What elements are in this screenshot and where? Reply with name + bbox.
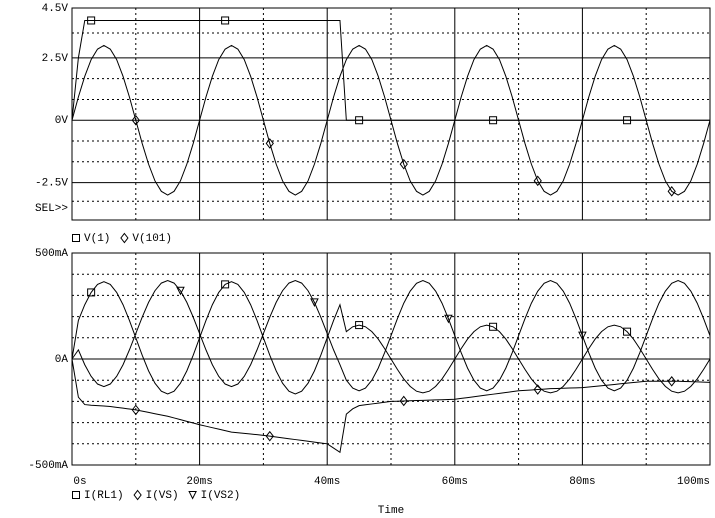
x-axis-label: Time [378, 505, 404, 517]
marker-square [355, 116, 364, 125]
x-tick-label: 20ms [186, 476, 212, 488]
marker-square [489, 322, 498, 331]
marker-diamond [399, 158, 408, 170]
x-tick-label: 40ms [314, 476, 340, 488]
x-tick-label: 0s [73, 476, 86, 488]
x-tick-label: 80ms [569, 476, 595, 488]
trace [71, 281, 711, 395]
marker-diamond [667, 375, 676, 387]
marker-diamond [667, 186, 676, 197]
marker-square [623, 116, 632, 125]
marker-square [87, 16, 96, 25]
x-tick-label: 100ms [677, 476, 710, 488]
y-tick-label: -2.5V [35, 177, 68, 189]
legend-label: I(VS2) [201, 490, 241, 502]
marker-triangle [444, 314, 453, 324]
trace [71, 19, 710, 121]
legend-label: V(101) [132, 233, 172, 245]
marker-square [221, 280, 230, 289]
y-tick-label: 0A [55, 354, 69, 366]
y-tick-label: 2.5V [42, 53, 69, 65]
plot-border [71, 7, 711, 221]
marker-diamond [120, 232, 129, 244]
marker-square [72, 234, 80, 242]
x-tick-label: 60ms [442, 476, 468, 488]
marker-diamond [133, 489, 142, 501]
marker-diamond [533, 384, 542, 395]
y-tick-label: 0V [55, 115, 69, 127]
marker-diamond [265, 138, 274, 149]
marker-square [87, 288, 96, 297]
marker-square [355, 321, 364, 330]
marker-triangle [188, 491, 197, 500]
legend-label: V(1) [84, 233, 110, 245]
y-tick-label: 500mA [35, 248, 68, 260]
y-tick-label: 4.5V [42, 3, 69, 15]
marker-diamond [533, 175, 542, 187]
marker-diamond [131, 404, 140, 416]
trace [71, 44, 711, 196]
marker-triangle [578, 331, 587, 341]
marker-square [221, 16, 230, 25]
trace [71, 280, 711, 392]
legend-label: I(VS) [146, 490, 179, 502]
marker-diamond [131, 114, 140, 126]
marker-triangle [176, 286, 185, 296]
marker-square [623, 327, 632, 336]
marker-square [72, 491, 80, 499]
marker-square [489, 116, 498, 125]
marker-triangle [310, 298, 319, 308]
marker-diamond [399, 395, 408, 407]
legend-label: I(RL1) [84, 490, 124, 502]
trace [71, 358, 711, 454]
marker-diamond [265, 430, 274, 442]
y-tick-label: -500mA [28, 460, 68, 472]
annotation: SEL>> [35, 203, 68, 215]
